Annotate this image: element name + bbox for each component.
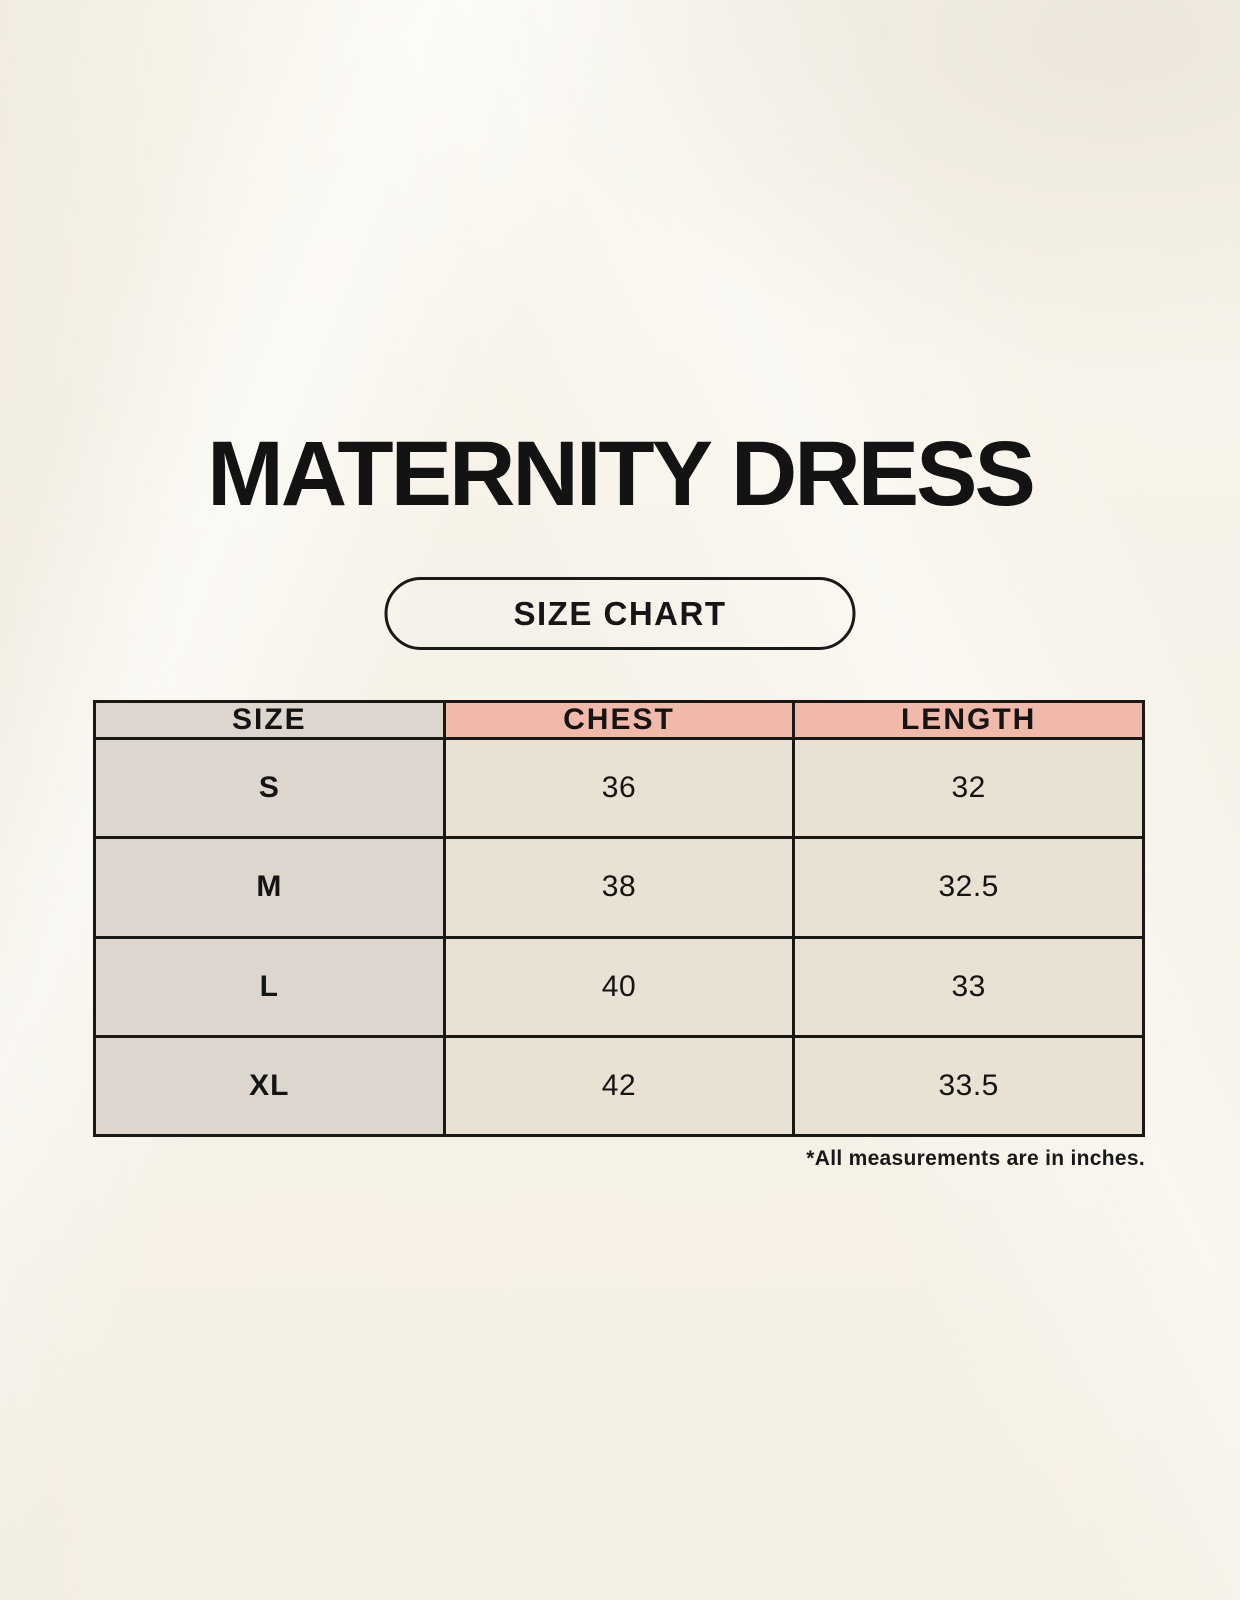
measurements-footnote: *All measurements are in inches. xyxy=(806,1147,1145,1170)
cell-chest-xl: 42 xyxy=(442,1034,796,1138)
cell-length-l: 33 xyxy=(792,935,1145,1038)
cell-chest-m: 38 xyxy=(442,836,796,939)
cell-length-xl: 33.5 xyxy=(792,1034,1145,1138)
row-label-xl: XL xyxy=(93,1034,446,1138)
row-label-l: L xyxy=(93,935,446,1038)
column-header-chest: CHEST xyxy=(442,700,796,740)
page-title: MATERNITY DRESS xyxy=(207,423,1036,525)
column-header-length: LENGTH xyxy=(792,700,1145,740)
column-header-size: SIZE xyxy=(93,700,446,740)
table-row-s: S 36 32 xyxy=(93,736,1145,840)
cell-chest-l: 40 xyxy=(442,935,796,1038)
table-row-m: M 38 32.5 xyxy=(93,836,1145,939)
table-row-xl: XL 42 33.5 xyxy=(93,1034,1145,1138)
cell-chest-s: 36 xyxy=(442,736,796,840)
row-label-s: S xyxy=(93,736,446,840)
size-chart-badge: SIZE CHART xyxy=(384,577,856,650)
cell-length-m: 32.5 xyxy=(792,836,1145,939)
size-table: SIZE CHEST LENGTH S 36 32 M 38 32.5 L 40… xyxy=(93,700,1145,1138)
cell-length-s: 32 xyxy=(792,736,1145,840)
table-row-l: L 40 33 xyxy=(93,935,1145,1038)
table-header-row: SIZE CHEST LENGTH xyxy=(93,700,1145,740)
size-chart-badge-label: SIZE CHART xyxy=(513,594,727,632)
row-label-m: M xyxy=(93,836,446,939)
